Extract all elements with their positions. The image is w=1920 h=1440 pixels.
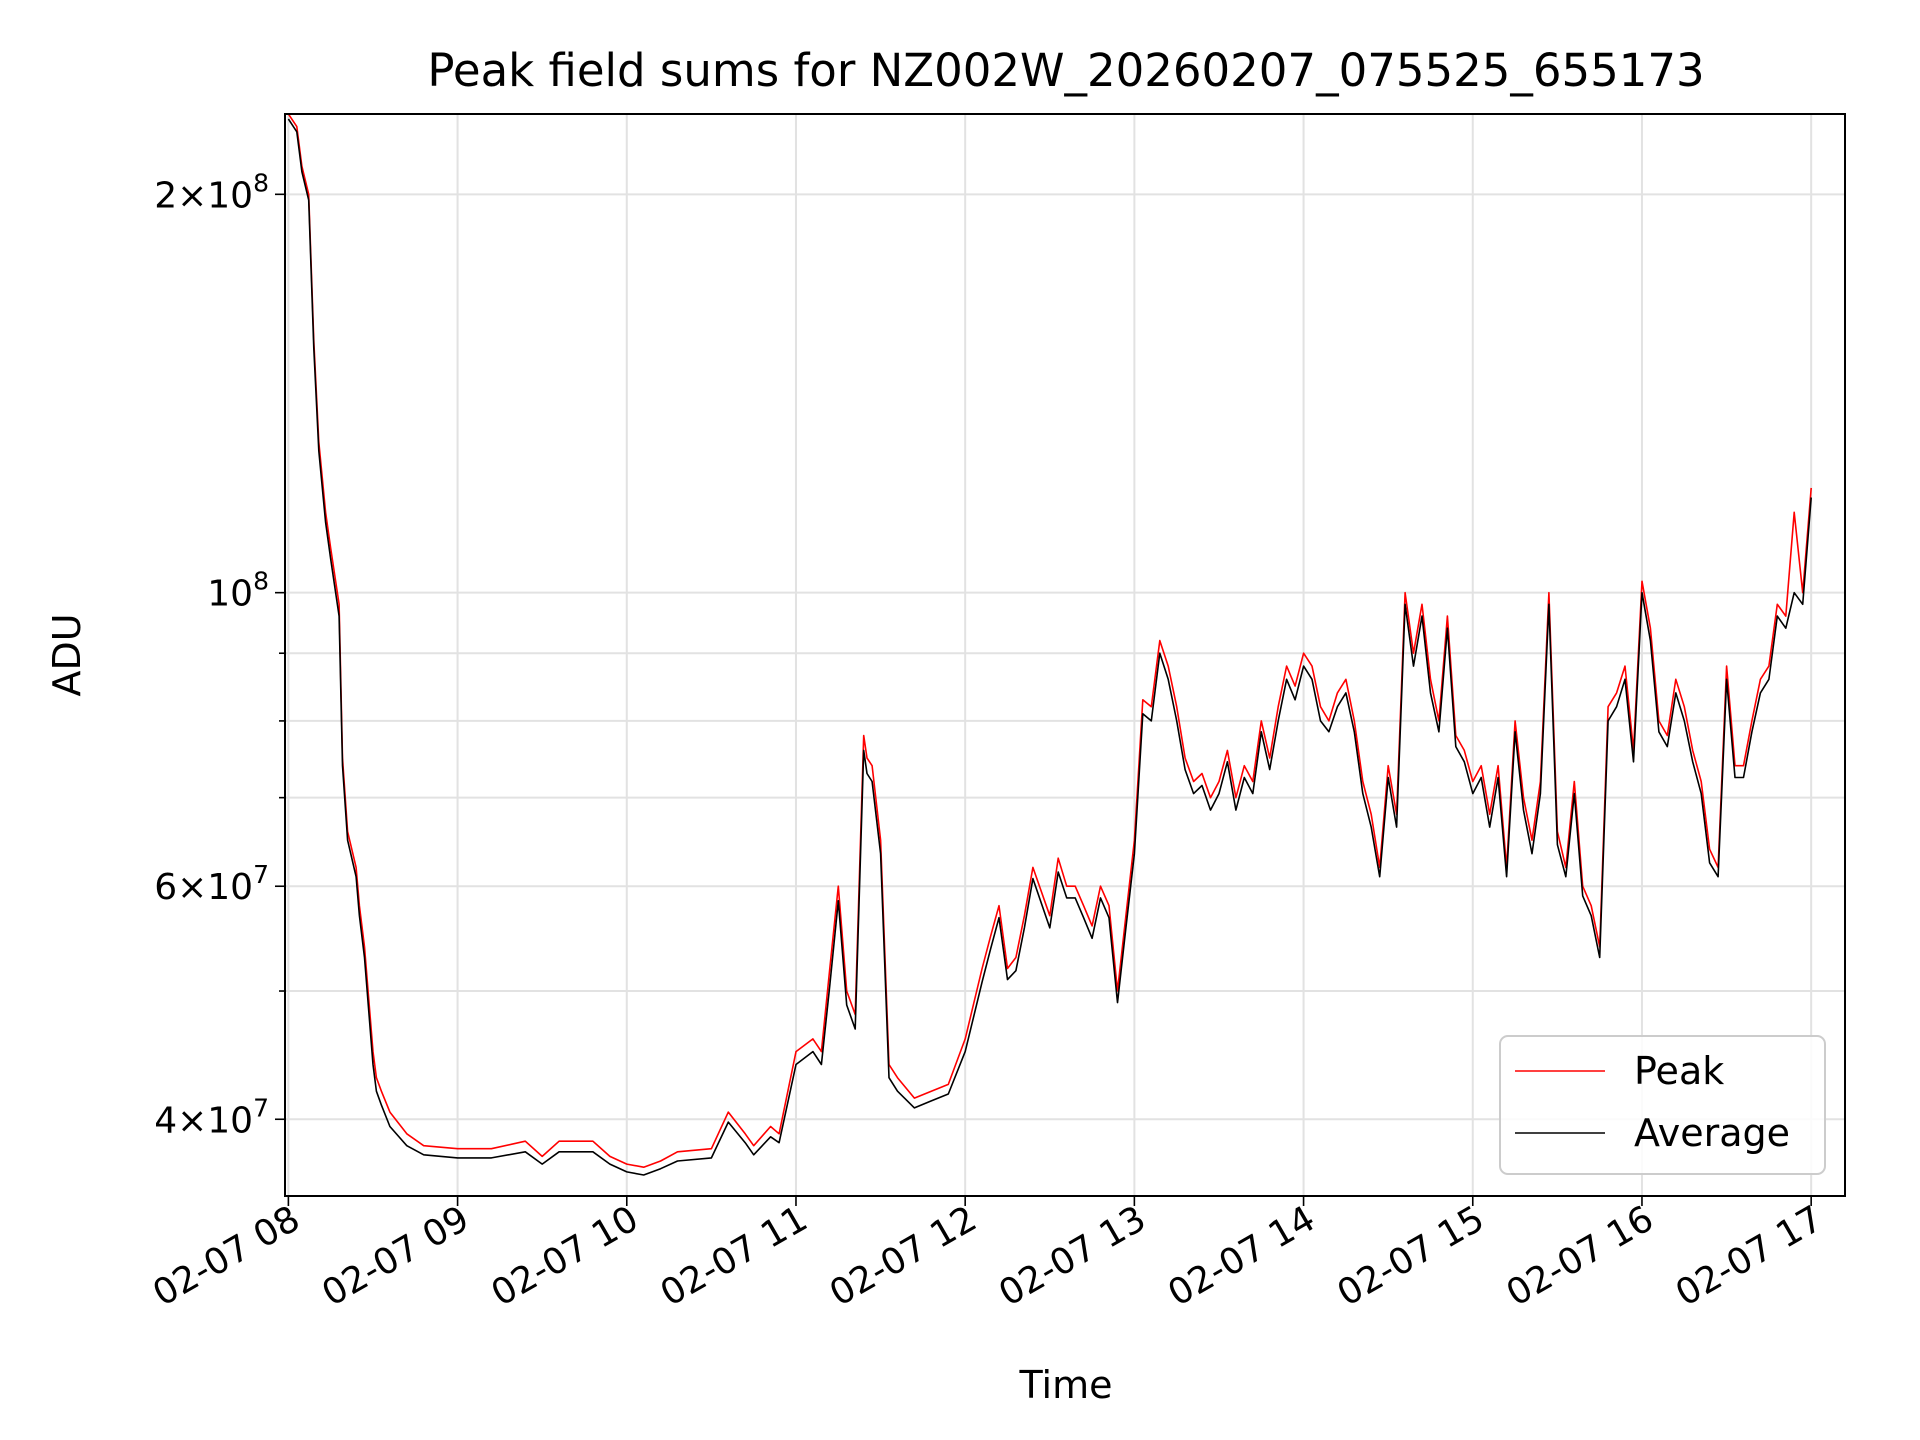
y-tick-label: 2×108 xyxy=(154,168,269,216)
legend: Peak Average xyxy=(1499,1035,1826,1175)
y-tick-label: 6×107 xyxy=(154,860,269,908)
y-axis-label: ADU xyxy=(45,613,89,696)
legend-label-average: Average xyxy=(1634,1111,1790,1155)
y-tick-label: 4×107 xyxy=(154,1093,269,1141)
series-group xyxy=(287,114,1812,1176)
chart-title: Peak field sums for NZ002W_20260207_0755… xyxy=(427,44,1704,97)
legend-label-peak: Peak xyxy=(1634,1049,1724,1093)
series-line-average xyxy=(287,118,1812,1176)
x-axis-label: Time xyxy=(1019,1363,1113,1407)
series-line-peak xyxy=(287,114,1812,1168)
plot-frame xyxy=(284,113,1846,1197)
y-tick-label: 108 xyxy=(207,567,269,615)
